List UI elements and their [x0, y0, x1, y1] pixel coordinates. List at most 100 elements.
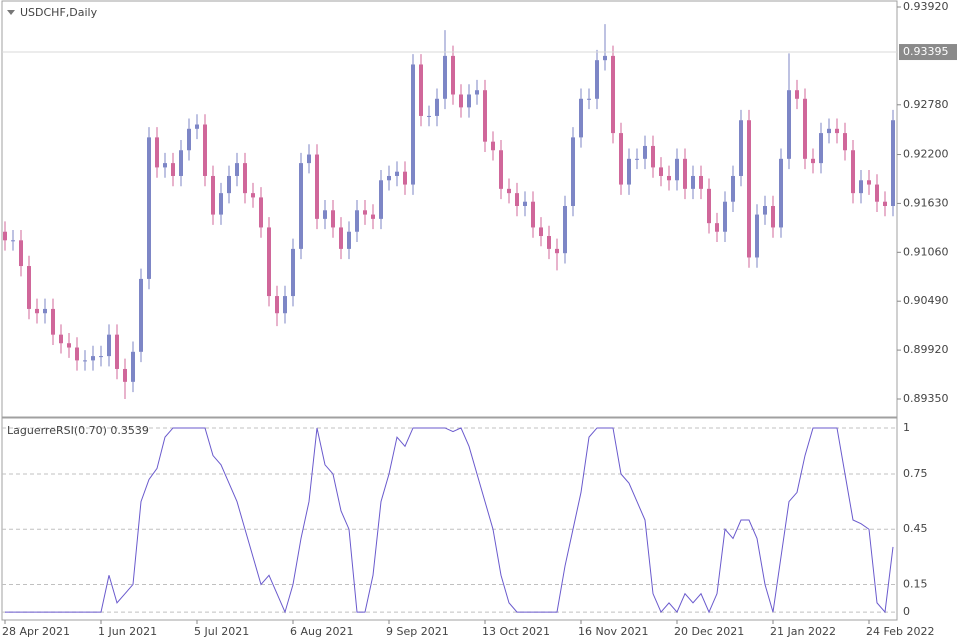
candle-body — [787, 90, 791, 159]
price-panel — [1, 0, 898, 418]
candle-body — [203, 124, 207, 176]
candle-body — [843, 133, 847, 151]
candle-body — [571, 137, 575, 206]
candle-body — [507, 188, 511, 194]
candle-body — [147, 137, 151, 279]
candle-body — [275, 296, 279, 314]
candle-body — [659, 167, 663, 176]
candle-body — [627, 158, 631, 185]
candle-body — [755, 214, 759, 258]
candle-body — [155, 137, 159, 168]
candle-body — [451, 55, 455, 95]
rsi-line — [5, 427, 894, 614]
candle-body — [339, 227, 343, 249]
candle-body — [355, 210, 359, 232]
candle-body — [35, 308, 39, 314]
candle-body — [51, 308, 55, 335]
candle-body — [115, 334, 119, 369]
candle-body — [435, 98, 439, 116]
candle-body — [11, 240, 15, 242]
y-tick-label: 0.93920 — [903, 0, 949, 13]
candle-body — [827, 128, 831, 134]
y-tick-label: 0.91060 — [903, 245, 949, 258]
y-tick-label: 0.89920 — [903, 343, 949, 356]
candle-body — [83, 360, 87, 362]
y-tick-label: 0.75 — [903, 467, 928, 480]
candle-body — [587, 98, 591, 100]
candle-body — [427, 115, 431, 117]
candle-body — [235, 163, 239, 176]
candle-body — [299, 163, 303, 249]
candle-body — [459, 94, 463, 108]
candle-body — [19, 240, 23, 267]
candle-body — [331, 210, 335, 228]
candle-body — [139, 278, 143, 352]
candle-body — [307, 154, 311, 164]
candle-body — [859, 180, 863, 194]
candle-body — [547, 236, 551, 249]
candle-body — [347, 231, 351, 249]
candle-body — [411, 64, 415, 185]
candle-body — [699, 175, 703, 189]
candle-body — [707, 188, 711, 224]
candle-body — [259, 197, 263, 228]
candle-body — [803, 98, 807, 159]
candle-body — [747, 120, 751, 258]
candle-body — [883, 201, 887, 206]
candle-body — [211, 175, 215, 215]
candle-body — [379, 180, 383, 219]
candle-body — [731, 175, 735, 202]
y-tick-label: 0 — [903, 605, 910, 618]
candle-body — [723, 201, 727, 232]
candle-body — [523, 201, 527, 206]
candle-body — [219, 193, 223, 215]
candle-body — [603, 55, 607, 61]
candle-body — [179, 150, 183, 176]
y-tick-label: 1 — [903, 421, 910, 434]
candle-body — [27, 266, 31, 309]
last-price-box — [899, 44, 957, 61]
candle-body — [267, 227, 271, 297]
candle-body — [315, 154, 319, 219]
candle-body — [851, 150, 855, 194]
y-tick-label: 0.91630 — [903, 196, 949, 209]
candle-body — [291, 248, 295, 297]
candle-body — [763, 205, 767, 215]
candle-body — [499, 150, 503, 189]
candle-body — [483, 90, 487, 142]
candle-body — [835, 128, 839, 134]
candle-body — [467, 94, 471, 108]
candle-body — [675, 158, 679, 181]
candle-body — [619, 133, 623, 185]
candle-body — [3, 231, 7, 241]
x-tick-label: 28 Apr 2021 — [2, 625, 70, 638]
candle-body — [867, 180, 871, 185]
indicator-title: LaguerreRSI(0.70) 0.3539 — [7, 424, 149, 437]
candle-body — [187, 128, 191, 151]
candle-body — [795, 90, 799, 99]
x-tick-label: 1 Jun 2021 — [98, 625, 157, 638]
candle-body — [323, 210, 327, 219]
y-tick-label: 0.15 — [903, 577, 928, 590]
menu-arrow — [7, 10, 15, 15]
x-tick-label: 6 Aug 2021 — [290, 625, 353, 638]
candle-body — [515, 193, 519, 206]
candle-body — [363, 210, 367, 215]
candle-body — [811, 158, 815, 164]
candle-body — [131, 351, 135, 382]
x-tick-label: 9 Sep 2021 — [386, 625, 449, 638]
candle-body — [67, 343, 71, 348]
candle-body — [123, 368, 127, 382]
candle-body — [419, 64, 423, 116]
candle-body — [651, 145, 655, 168]
candle-body — [59, 334, 63, 344]
candle-body — [531, 201, 535, 228]
x-tick-label: 20 Dec 2021 — [674, 625, 744, 638]
candle-body — [579, 98, 583, 138]
candle-body — [195, 124, 199, 129]
x-tick-label: 24 Feb 2022 — [866, 625, 934, 638]
candle-body — [539, 227, 543, 237]
candle-body — [643, 145, 647, 159]
candle-body — [171, 163, 175, 176]
